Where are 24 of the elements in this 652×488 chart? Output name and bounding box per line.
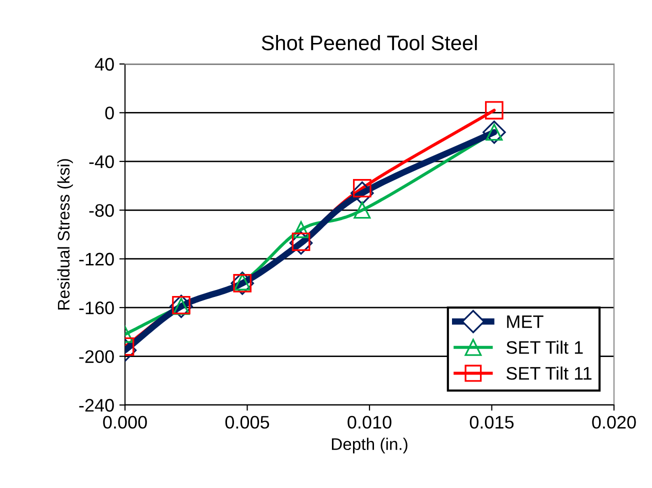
x-tick-label: 0.015 bbox=[470, 416, 514, 429]
y-tick-label: -200 bbox=[79, 350, 114, 364]
point bbox=[354, 202, 371, 219]
y-tick-label: 0 bbox=[105, 106, 114, 120]
y-tick-label: -120 bbox=[79, 252, 114, 266]
y-tick-label: -80 bbox=[89, 204, 114, 217]
y-tick-label: -40 bbox=[89, 155, 114, 168]
y-tick-label: -160 bbox=[79, 302, 114, 314]
x-tick-label: 0.010 bbox=[348, 416, 392, 429]
y-axis-title: Residual Stress (ksi) bbox=[57, 159, 73, 310]
legend-label: SET Tilt 1 bbox=[506, 340, 583, 354]
x-tick-label: 0.000 bbox=[103, 416, 147, 429]
point bbox=[292, 221, 310, 238]
chart-title: Shot Peened Tool Steel bbox=[262, 35, 477, 50]
point bbox=[350, 181, 374, 205]
legend-label: SET Tilt 11 bbox=[506, 366, 592, 380]
y-tick-label: -240 bbox=[79, 398, 114, 412]
x-axis-title: Depth (in.) bbox=[332, 438, 408, 454]
x-tick-label: 0.005 bbox=[225, 416, 270, 429]
y-tick-label: 40 bbox=[94, 58, 114, 71]
point bbox=[485, 101, 504, 120]
legend-label: MET bbox=[507, 315, 544, 328]
point bbox=[289, 231, 313, 255]
x-tick-label: 0.020 bbox=[592, 416, 636, 429]
